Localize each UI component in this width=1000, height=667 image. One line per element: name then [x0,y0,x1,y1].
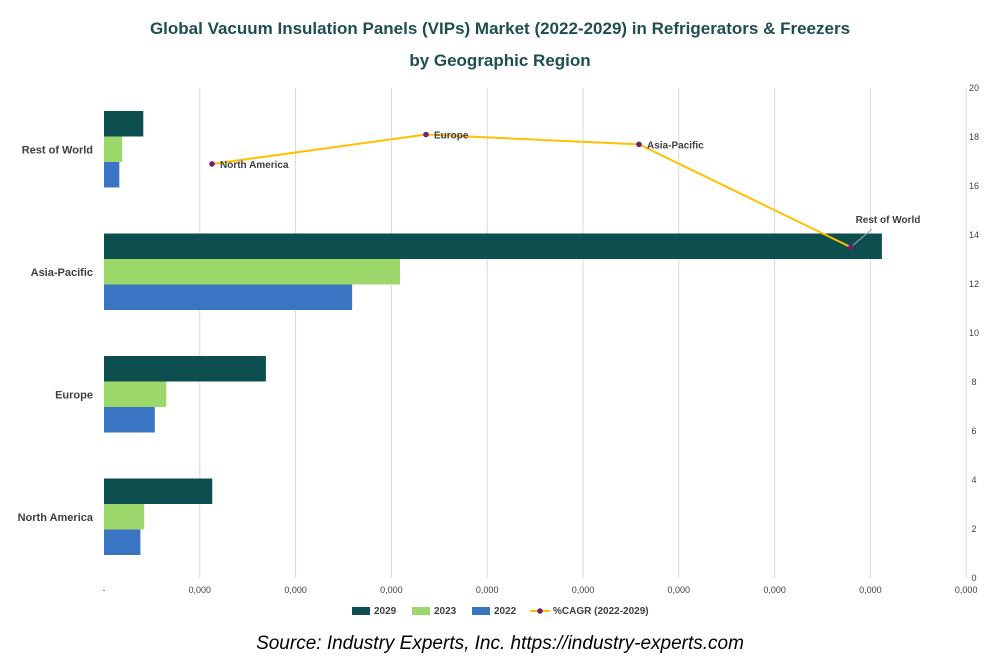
y2-tick-label-5: 10 [969,328,979,338]
y2-tick-label-2: 4 [971,475,976,485]
bar-2022-north-america [104,529,141,555]
legend-label-2023: 2023 [434,606,457,617]
bar-2023-rest-of-world [104,136,123,162]
y2-tick-label-9: 18 [969,132,979,142]
cagr-point-europe [423,131,429,138]
y2-tick-label-8: 16 [969,181,979,191]
x-tick-label-3: 0,000 [380,585,403,595]
y2-tick-label-4: 8 [971,377,976,387]
bar-2023-asia-pacific [104,259,401,285]
x-tick-label-9: 0,000 [955,585,978,595]
cagr-leader-line [852,228,873,246]
cagr-series-line [211,133,852,249]
bar-2023-north-america [104,504,145,530]
legend-label-2029: 2029 [374,606,397,617]
legend-swatch-2029 [352,607,370,615]
x-tick-label-2: 0,000 [284,585,307,595]
y2-tick-label-0: 0 [971,573,976,583]
cagr-point-asia-pacific [636,141,642,148]
bar-2029-europe [104,356,266,382]
legend-label-2022: 2022 [494,606,517,617]
bar-2023-europe [104,381,167,407]
bar-2029-north-america [104,478,213,504]
legend-label-cagr-2022-2029: %CAGR (2022-2029) [553,606,649,617]
bar-2022-asia-pacific [104,284,353,310]
cagr-point-north-america [209,161,215,167]
x-tick-label-0: - [103,585,106,595]
secondary-y-axis-ticks: 0 2 4 6 8 10 12 14 16 18 20 [969,83,979,583]
source-note: Source: Industry Experts, Inc. https://i… [256,633,744,654]
cagr-label-europe: Europe [434,131,469,142]
category-label-north-america: North America [18,512,94,524]
bar-2029-rest-of-world [104,111,144,137]
category-label-asia-pacific: Asia-Pacific [31,267,93,279]
x-axis-ticks: - 0,000 0,000 0,000 0,000 0,000 0,000 0,000 0,00… [103,585,978,595]
cagr-line: North America Europe Asia-Pacific Rest of W… [209,131,920,251]
legend-swatch-2022 [472,607,490,615]
x-tick-label-8: 0,000 [859,585,882,595]
x-tick-label-1: 0,000 [189,585,212,595]
legend-swatch-marker-cagr-2022-2029 [537,608,543,614]
chart-title: Global Vacuum Insulation Panels (VIPs) M… [150,19,850,38]
cagr-label-rest-of-world: Rest of World [856,215,921,226]
y2-tick-label-3: 6 [971,426,976,436]
cagr-point-rest-of-world [848,244,854,251]
bar-2029-asia-pacific [104,233,882,259]
y2-tick-label-7: 14 [969,230,979,240]
bar-series [104,111,882,555]
bar-2022-rest-of-world [104,162,120,188]
x-tick-label-7: 0,000 [763,585,786,595]
cagr-label-north-america: North America [220,160,289,171]
y2-tick-label-6: 12 [969,279,979,289]
x-tick-label-5: 0,000 [572,585,595,595]
x-tick-label-6: 0,000 [668,585,691,595]
category-label-europe: Europe [55,389,93,401]
legend: 2029 2023 2022 %CAGR (2022-2029) [352,606,649,617]
y2-tick-label-1: 2 [971,524,976,534]
cagr-label-asia-pacific: Asia-Pacific [647,140,704,151]
category-label-rest-of-world: Rest of World [22,144,93,156]
gridlines [199,88,967,578]
bar-2022-europe [104,407,155,433]
legend-swatch-2023 [412,607,430,615]
x-tick-label-4: 0,000 [476,585,499,595]
y2-tick-label-10: 20 [969,83,979,93]
category-labels: North America Europe Asia-Pacific Rest of W… [18,144,94,524]
chart-subtitle: by Geographic Region [409,51,590,70]
